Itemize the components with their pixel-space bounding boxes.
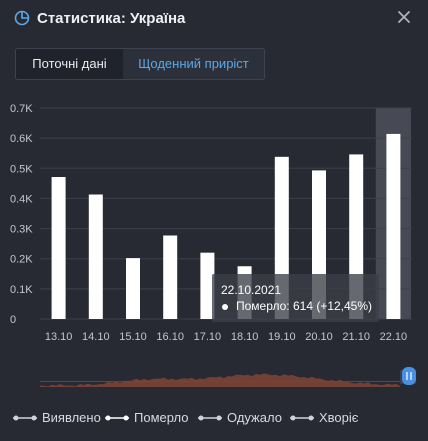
y-tick-label: 0.6K xyxy=(10,133,33,145)
y-tick-label: 0.4K xyxy=(10,193,33,205)
y-tick-label: 0.1K xyxy=(10,284,33,296)
legend-label: Виявлено xyxy=(42,410,101,425)
close-icon[interactable] xyxy=(397,10,411,24)
tooltip-series-dot xyxy=(222,304,228,310)
bar xyxy=(126,258,140,319)
x-tick-label: 17.10 xyxy=(194,331,222,343)
legend-item-recovered[interactable]: Одужало xyxy=(198,410,282,425)
panel-title: Статистика: Україна xyxy=(37,10,186,27)
legend-label: Померло xyxy=(134,410,189,425)
pie-chart-icon xyxy=(14,10,30,26)
legend-item-sick[interactable]: Хворіє xyxy=(290,410,358,425)
panel-header: Статистика: Україна xyxy=(0,0,428,38)
bar xyxy=(386,133,401,319)
x-tick-label: 18.10 xyxy=(231,331,259,343)
bar xyxy=(200,252,215,319)
navigator-handle[interactable] xyxy=(402,367,416,385)
legend-item-died[interactable]: Померло xyxy=(105,410,189,425)
view-tabs: Поточні дані Щоденний приріст xyxy=(15,48,265,80)
y-tick-label: 0.3K xyxy=(10,224,33,236)
y-tick-label: 0 xyxy=(10,314,16,326)
bar xyxy=(51,177,66,319)
tooltip-date: 22.10.2021 xyxy=(221,283,282,297)
x-tick-label: 14.10 xyxy=(82,331,110,343)
tab-daily-growth[interactable]: Щоденний приріст xyxy=(123,49,264,79)
x-tick-label: 16.10 xyxy=(156,331,184,343)
navigator-area xyxy=(40,373,400,387)
x-tick-label: 20.10 xyxy=(305,331,333,343)
y-tick-label: 0.7K xyxy=(10,103,33,115)
x-tick-label: 21.10 xyxy=(342,331,370,343)
tooltip-value: Померло: 614 (+12,45%) xyxy=(236,299,373,313)
legend-marker-icon xyxy=(105,415,129,420)
legend-label: Одужало xyxy=(227,410,282,425)
x-tick-label: 15.10 xyxy=(119,331,147,343)
bar xyxy=(88,194,103,319)
x-tick-label: 22.10 xyxy=(380,331,408,343)
chart-tooltip: 22.10.2021 Померло: 614 (+12,45%) xyxy=(212,274,379,322)
y-tick-label: 0.2K xyxy=(10,254,33,266)
legend-marker-icon xyxy=(198,415,222,420)
legend-marker-icon xyxy=(290,415,314,420)
legend-label: Хворіє xyxy=(319,410,359,425)
chart-legend: Виявлено Померло Одужало Хворіє xyxy=(0,404,428,432)
x-tick-label: 19.10 xyxy=(268,331,296,343)
y-tick-label: 0.5K xyxy=(10,163,33,175)
legend-marker-icon xyxy=(13,415,37,420)
legend-item-detected[interactable]: Виявлено xyxy=(13,410,101,425)
x-tick-label: 13.10 xyxy=(45,331,73,343)
range-navigator[interactable] xyxy=(0,364,428,392)
bar xyxy=(163,235,178,319)
tab-current-data[interactable]: Поточні дані xyxy=(32,56,107,71)
